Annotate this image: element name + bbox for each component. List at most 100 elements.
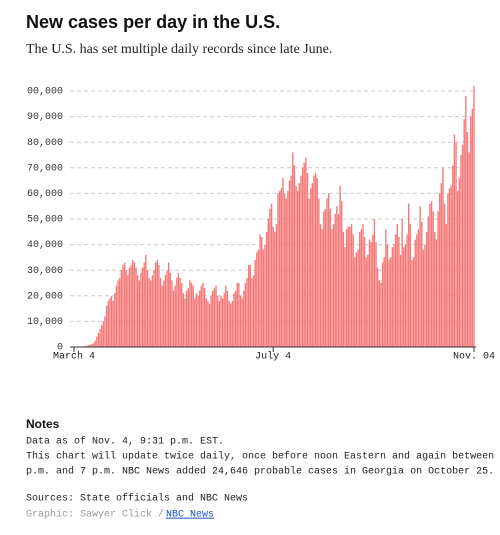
bar xyxy=(171,280,172,347)
bar xyxy=(372,234,373,347)
bar xyxy=(472,109,473,347)
bar xyxy=(202,283,203,347)
bar xyxy=(194,298,195,347)
bar xyxy=(196,293,197,347)
y-tick-label: 50,000 xyxy=(27,215,63,226)
bar xyxy=(191,283,192,347)
bar xyxy=(428,216,429,347)
bar xyxy=(446,224,447,347)
bar xyxy=(331,229,332,347)
bar xyxy=(455,142,456,347)
bar xyxy=(452,165,453,347)
bar xyxy=(282,178,283,347)
bar xyxy=(343,232,344,347)
bar xyxy=(369,239,370,347)
bar xyxy=(290,175,291,347)
bar xyxy=(220,296,221,347)
x-tick-label: Nov. 04 xyxy=(453,352,495,363)
bar xyxy=(370,242,371,347)
bar xyxy=(361,229,362,347)
bar xyxy=(184,298,185,347)
bar xyxy=(256,252,257,347)
bar xyxy=(139,280,140,347)
bar xyxy=(122,265,123,347)
bar xyxy=(346,229,347,347)
bar xyxy=(212,291,213,347)
bar xyxy=(222,298,223,347)
credit-link[interactable]: NBC News xyxy=(166,510,214,521)
bar xyxy=(408,204,409,347)
bar xyxy=(117,280,118,347)
bar xyxy=(473,86,474,347)
bar xyxy=(206,298,207,347)
bar xyxy=(424,245,425,347)
bar xyxy=(468,152,469,347)
bar xyxy=(454,135,455,347)
bar xyxy=(375,242,376,347)
bar xyxy=(284,193,285,347)
bar xyxy=(96,337,97,347)
bar xyxy=(225,286,226,347)
bar xyxy=(335,214,336,347)
bar xyxy=(259,234,260,347)
bar xyxy=(397,224,398,347)
bar xyxy=(251,278,252,347)
bar xyxy=(95,341,96,347)
bar xyxy=(449,188,450,347)
y-tick-label: 80,000 xyxy=(27,138,63,149)
bar xyxy=(112,301,113,347)
bar xyxy=(362,224,363,347)
bar xyxy=(393,245,394,347)
bar xyxy=(245,283,246,347)
bar xyxy=(339,186,340,347)
bar xyxy=(168,263,169,347)
bar xyxy=(233,293,234,347)
bar xyxy=(135,268,136,347)
bar xyxy=(152,275,153,347)
bar xyxy=(111,296,112,347)
bar xyxy=(258,250,259,347)
bar xyxy=(459,178,460,347)
bar xyxy=(390,257,391,347)
bar xyxy=(197,296,198,347)
bar xyxy=(416,234,417,347)
bar xyxy=(406,234,407,347)
bar xyxy=(348,227,349,347)
bar xyxy=(160,278,161,347)
bar xyxy=(166,270,167,347)
bar xyxy=(137,275,138,347)
bar xyxy=(121,270,122,347)
bar xyxy=(106,306,107,347)
y-tick-label: 20,000 xyxy=(27,291,63,302)
bar xyxy=(173,291,174,347)
bar xyxy=(328,193,329,347)
note-line: p.m. and 7 p.m. NBC News added 24,646 pr… xyxy=(26,466,494,478)
y-tick-label: 40,000 xyxy=(27,240,63,251)
bar xyxy=(263,250,264,347)
bar xyxy=(403,247,404,347)
bar xyxy=(410,224,411,347)
bar xyxy=(470,117,471,347)
bar xyxy=(464,119,465,347)
bar xyxy=(289,181,290,347)
bar xyxy=(272,227,273,347)
bar xyxy=(271,204,272,347)
bar xyxy=(155,263,156,347)
bar xyxy=(224,293,225,347)
bar xyxy=(243,291,244,347)
bar xyxy=(276,224,277,347)
bar xyxy=(439,193,440,347)
bar xyxy=(321,229,322,347)
bar xyxy=(304,163,305,347)
bar xyxy=(269,209,270,347)
bar xyxy=(287,191,288,347)
bar xyxy=(380,283,381,347)
bar xyxy=(201,286,202,347)
sources: Sources: State officials and NBC News xyxy=(26,493,248,505)
bar xyxy=(326,199,327,347)
bar xyxy=(395,234,396,347)
bar xyxy=(93,343,94,347)
bar xyxy=(432,211,433,347)
bar xyxy=(419,206,420,347)
bar xyxy=(140,273,141,347)
